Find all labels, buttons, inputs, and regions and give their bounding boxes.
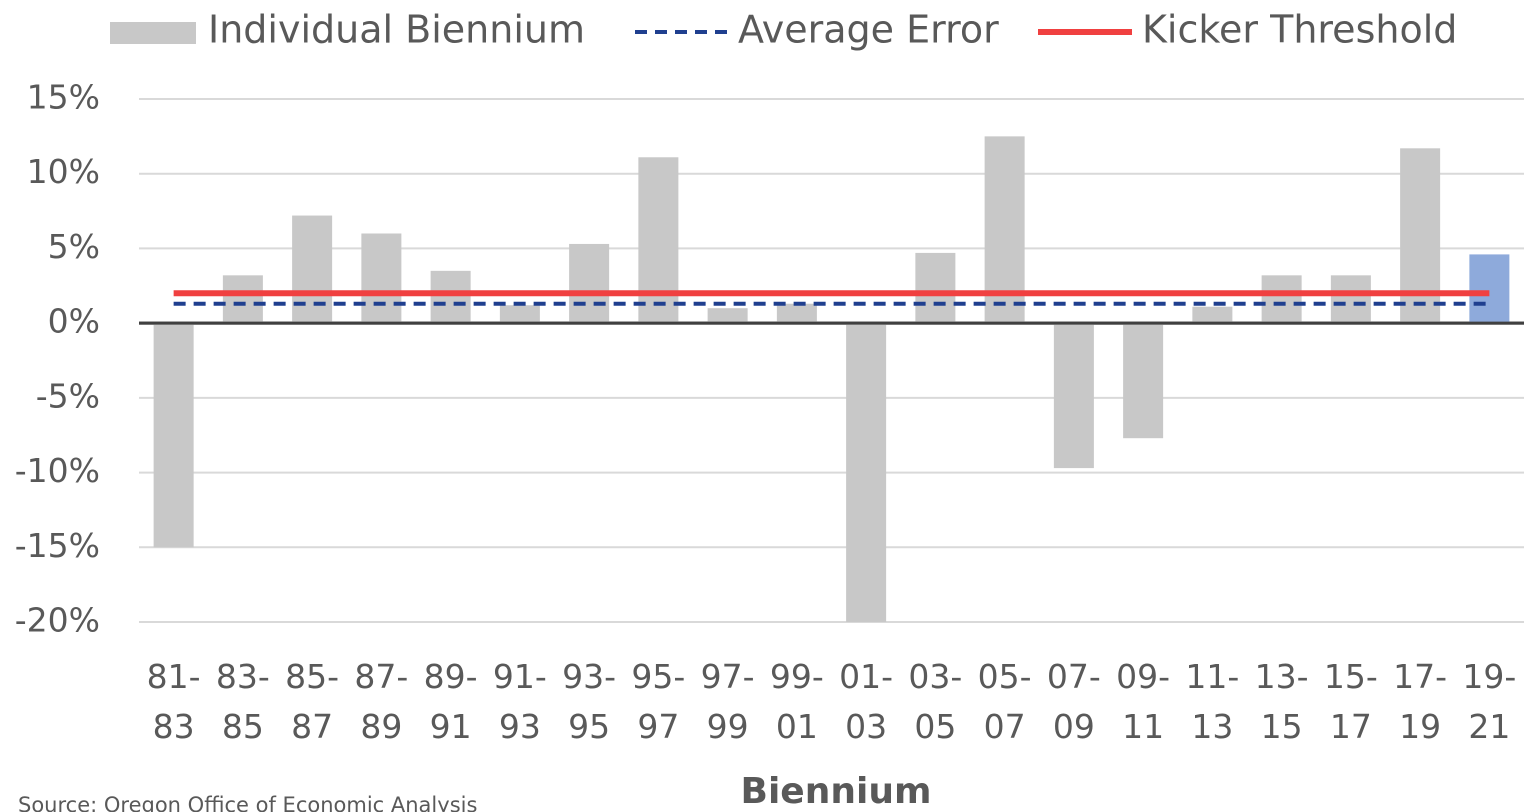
bar bbox=[1469, 254, 1510, 324]
x-tick-label: 95- 97 bbox=[631, 657, 686, 746]
y-tick-label: 5% bbox=[48, 227, 100, 266]
bar bbox=[1261, 275, 1302, 324]
x-tick-label: 81- 83 bbox=[146, 657, 201, 746]
bar bbox=[292, 215, 333, 324]
x-axis-title: Biennium bbox=[741, 771, 932, 812]
bar bbox=[430, 270, 471, 324]
bar bbox=[846, 323, 887, 622]
legend-label: Individual Biennium bbox=[208, 8, 585, 52]
x-tick-label: 99- 01 bbox=[769, 657, 824, 746]
y-tick-label: -10% bbox=[15, 451, 100, 490]
bar bbox=[153, 323, 194, 548]
legend-label: Average Error bbox=[738, 8, 999, 52]
bar bbox=[222, 275, 263, 324]
bar bbox=[915, 252, 956, 324]
x-tick-label: 85- 87 bbox=[285, 657, 340, 746]
bar bbox=[361, 233, 402, 324]
x-tick-label: 87- 89 bbox=[354, 657, 409, 746]
legend-swatch bbox=[110, 22, 196, 44]
x-tick-label: 01- 03 bbox=[839, 657, 894, 746]
x-tick-label: 91- 93 bbox=[492, 657, 547, 746]
bar bbox=[569, 243, 610, 324]
x-tick-label: 05- 07 bbox=[977, 657, 1032, 746]
bar bbox=[638, 157, 679, 324]
bar bbox=[707, 308, 748, 324]
bar bbox=[1400, 148, 1441, 324]
x-tick-label: 89- 91 bbox=[423, 657, 478, 746]
bar bbox=[1053, 323, 1094, 469]
x-tick-label: 97- 99 bbox=[700, 657, 755, 746]
x-tick-label: 09- 11 bbox=[1116, 657, 1171, 746]
x-tick-label: 15- 17 bbox=[1323, 657, 1378, 746]
y-tick-label: -20% bbox=[15, 601, 100, 640]
x-tick-label: 11- 13 bbox=[1185, 657, 1240, 746]
y-tick-label: 10% bbox=[27, 152, 100, 191]
x-tick-label: 07- 09 bbox=[1046, 657, 1101, 746]
y-tick-label: 0% bbox=[48, 302, 100, 341]
source-note: Source: Oregon Office of Economic Analys… bbox=[18, 793, 477, 812]
x-tick-label: 19- 21 bbox=[1462, 657, 1517, 746]
legend-label: Kicker Threshold bbox=[1142, 8, 1457, 52]
bar bbox=[499, 305, 540, 324]
x-tick-label: 83- 85 bbox=[215, 657, 270, 746]
y-tick-label: -5% bbox=[36, 376, 100, 415]
x-tick-label: 17- 19 bbox=[1393, 657, 1448, 746]
x-tick-label: 93- 95 bbox=[562, 657, 617, 746]
bar bbox=[776, 303, 817, 324]
bar bbox=[1330, 275, 1371, 324]
bar bbox=[1123, 323, 1164, 439]
y-tick-label: 15% bbox=[27, 78, 100, 117]
x-tick-label: 13- 15 bbox=[1254, 657, 1309, 746]
x-tick-label: 03- 05 bbox=[908, 657, 963, 746]
y-tick-label: -15% bbox=[15, 526, 100, 565]
bar bbox=[1192, 306, 1233, 324]
